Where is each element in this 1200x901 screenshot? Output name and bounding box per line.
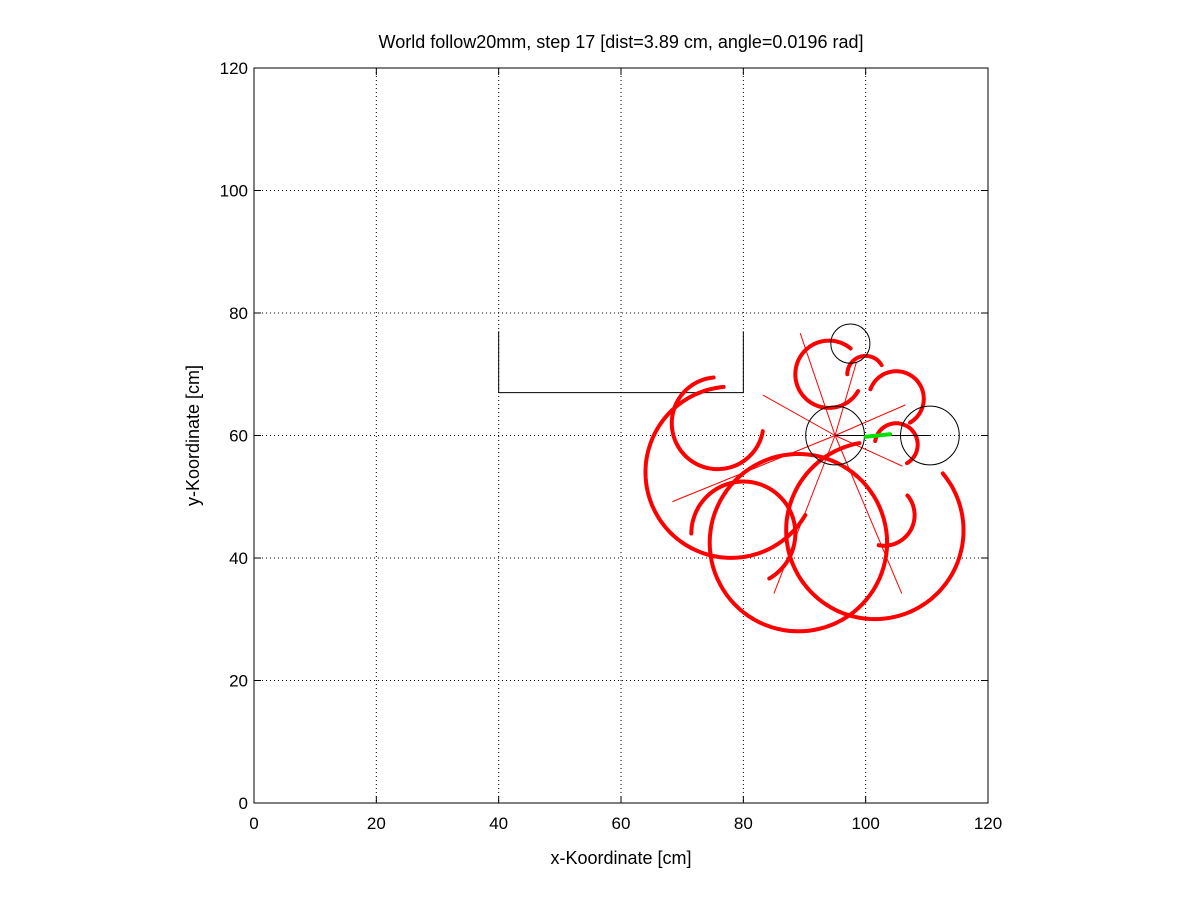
x-tick-label: 120 [974,814,1002,833]
sensor-arc [669,375,765,472]
object-circle [830,323,871,364]
x-tick-label: 40 [489,814,508,833]
sensor-arc [793,338,861,410]
sensor-ray [834,435,903,467]
sensor-arc [868,369,926,425]
sensor-ray [834,361,857,436]
y-tick-label: 20 [229,672,248,691]
y-axis-label: y-Koordinate [cm] [183,365,203,506]
y-tick-label: 0 [239,794,248,813]
sensor-ray [834,435,903,594]
x-tick-label: 60 [612,814,631,833]
x-tick-label: 0 [249,814,258,833]
sensor-ray [762,394,836,436]
y-tick-label: 120 [220,59,248,78]
x-axis-label: x-Koordinate [cm] [550,848,691,868]
sensor-arc [784,441,966,622]
y-tick-label: 100 [220,182,248,201]
sensor-arc [845,353,884,377]
wall-outline [498,331,744,394]
sensor-arc-layer [643,338,966,634]
x-tick-label: 100 [851,814,879,833]
wall-layer [498,331,744,394]
y-tick-label: 60 [229,427,248,446]
chart-title: World follow20mm, step 17 [dist=3.89 cm,… [379,32,864,52]
sensor-arc [643,384,808,560]
y-tick-label: 40 [229,549,248,568]
x-tick-label: 80 [734,814,753,833]
x-tick-label: 20 [367,814,386,833]
sensor-ray [834,404,906,436]
axis-ticks: 0 20 40 60 80 100 120 0 20 40 60 80 100 120 [220,59,1003,833]
robot-layer [805,323,960,466]
sensor-arc [689,479,798,581]
sensor-arc [876,493,917,548]
grid-lines [254,68,988,803]
sensor-arc [873,421,920,466]
y-tick-label: 80 [229,304,248,323]
heading-marker [863,432,893,439]
